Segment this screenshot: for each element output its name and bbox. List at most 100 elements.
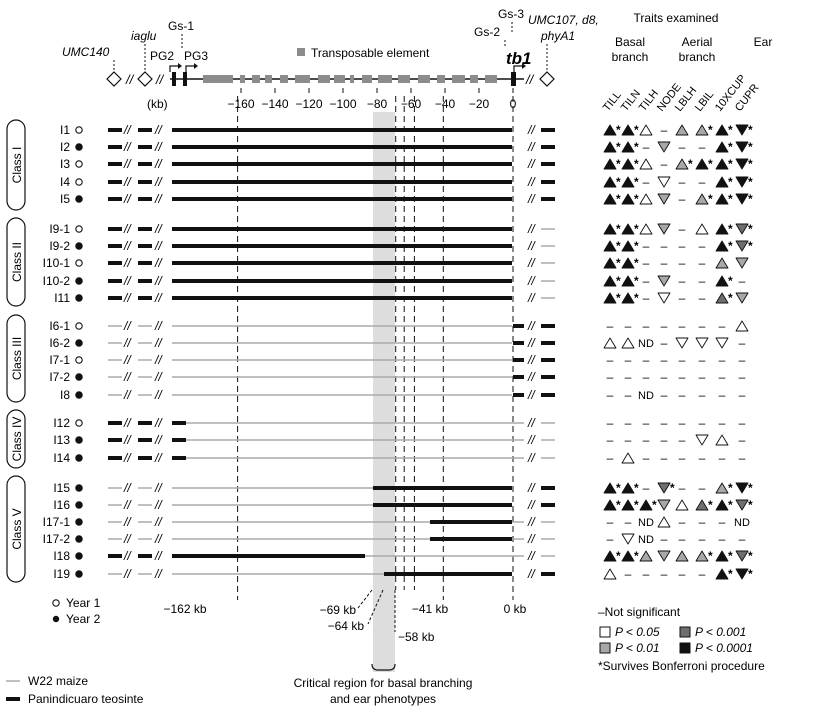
- not-significant-mark: –: [679, 140, 686, 154]
- chromosome-break: //: [123, 222, 132, 236]
- decrease-triangle: [735, 568, 749, 580]
- te-box: [318, 75, 330, 83]
- chromosome-break: //: [527, 433, 536, 447]
- not-significant-mark: –: [699, 416, 706, 430]
- year2-marker: [75, 294, 83, 302]
- chromosome-break: //: [123, 319, 132, 333]
- increase-triangle: [621, 158, 635, 170]
- bonferroni-star: *: [748, 549, 753, 563]
- not-significant-mark: –: [739, 433, 746, 447]
- line-name: I15: [53, 481, 70, 495]
- chromosome-break: //: [154, 388, 163, 402]
- not-significant-mark: –: [679, 256, 686, 270]
- increase-triangle: [715, 292, 729, 304]
- class-bracket: [6, 217, 26, 307]
- chromosome-break: //: [154, 433, 163, 447]
- year2-marker: [75, 195, 83, 203]
- increase-triangle: [715, 240, 729, 252]
- chromosome-break: //: [154, 140, 163, 154]
- decrease-triangle: [735, 141, 749, 153]
- year2-marker: [52, 615, 60, 623]
- increase-triangle: [715, 482, 729, 494]
- bonferroni-star: *: [616, 291, 621, 305]
- not-significant-mark: –: [699, 370, 706, 384]
- chromosome-break: //: [154, 532, 163, 546]
- bonferroni-star: *: [634, 222, 639, 236]
- not-significant-mark: –: [607, 451, 614, 465]
- te-box: [485, 75, 497, 83]
- not-significant-mark: –: [643, 370, 650, 384]
- increase-triangle: [621, 292, 635, 304]
- marker-umc107: UMC107, d8,: [528, 13, 599, 27]
- increase-triangle: [695, 499, 709, 511]
- bonferroni-star: *: [616, 123, 621, 137]
- not-significant-mark: –: [679, 370, 686, 384]
- year2-marker: [75, 339, 83, 347]
- increase-triangle: [621, 193, 635, 205]
- trait-group-label: Basal: [615, 35, 645, 49]
- increase-triangle: [675, 550, 689, 562]
- not-significant-mark: –: [699, 291, 706, 305]
- chromosome-break: //: [527, 532, 536, 546]
- bonferroni-star: *: [748, 123, 753, 137]
- class-bracket: [6, 475, 26, 583]
- decrease-triangle: [675, 337, 689, 349]
- not-significant-mark: –: [661, 336, 668, 350]
- not-significant-mark: –: [679, 175, 686, 189]
- bonferroni-star: *: [634, 140, 639, 154]
- significance-legend: –Not significant P < 0.05 P < 0.001 P < …: [598, 605, 765, 673]
- bonferroni-star: *: [634, 192, 639, 206]
- year2-marker: [75, 277, 83, 285]
- chromosome-break: //: [527, 336, 536, 350]
- decrease-triangle: [657, 499, 671, 511]
- marker-pg3: PG3: [184, 49, 208, 63]
- increase-triangle: [603, 275, 617, 287]
- marker-tb1: tb1: [506, 49, 532, 68]
- year2-marker: [75, 391, 83, 399]
- year1-marker: [75, 160, 83, 168]
- not-significant-mark: –: [679, 433, 686, 447]
- not-significant-mark: –: [661, 532, 668, 546]
- not-significant-mark: –: [625, 319, 632, 333]
- increase-triangle: [675, 124, 689, 136]
- decrease-triangle: [735, 499, 749, 511]
- chromosome-break: //: [527, 239, 536, 253]
- not-significant-mark: –: [643, 416, 650, 430]
- bonferroni-star: *: [728, 192, 733, 206]
- chromosome-break: //: [154, 451, 163, 465]
- line-name: I5: [60, 192, 70, 206]
- introgression-row: I3 // // // * * – * * * *: [60, 157, 753, 171]
- not-significant-mark: –: [643, 567, 650, 581]
- decrease-triangle: [695, 337, 709, 349]
- increase-triangle: [695, 193, 709, 205]
- bonferroni-star: *: [688, 157, 693, 171]
- year1-marker: [75, 419, 83, 427]
- introgression-row: I5 // // // * * – * * *: [60, 192, 753, 206]
- chromosome-break: //: [527, 256, 536, 270]
- introgression-row: I12//////– – – – – – – –: [53, 416, 745, 430]
- kb-tick-label: −40: [435, 97, 456, 111]
- introgression-row: I15//////* * – * – – * *: [53, 481, 753, 495]
- increase-triangle: [621, 240, 635, 252]
- bonferroni-star: *: [634, 498, 639, 512]
- chromosome-break: //: [123, 416, 132, 430]
- chromosome-break: //: [154, 549, 163, 563]
- critical-region-label-1: Critical region for basal branching: [294, 676, 473, 690]
- not-significant-mark: –: [661, 353, 668, 367]
- marker-diamond-iaglu: [137, 71, 153, 87]
- not-significant-mark: –: [679, 388, 686, 402]
- te-box: [418, 75, 430, 83]
- te-box: [350, 75, 354, 83]
- not-significant-mark: –: [661, 416, 668, 430]
- not-significant-mark: –: [661, 388, 668, 402]
- bonferroni-star: *: [728, 567, 733, 581]
- increase-triangle: [603, 240, 617, 252]
- increase-triangle: [621, 499, 635, 511]
- increase-triangle: [621, 124, 635, 136]
- not-significant-mark: –: [643, 451, 650, 465]
- introgression-row: I6-2//////ND – –: [49, 336, 745, 350]
- chromosome-break: //: [154, 481, 163, 495]
- not-significant-mark: –: [643, 319, 650, 333]
- bonferroni-star: *: [616, 256, 621, 270]
- chromosome-break: //: [527, 140, 536, 154]
